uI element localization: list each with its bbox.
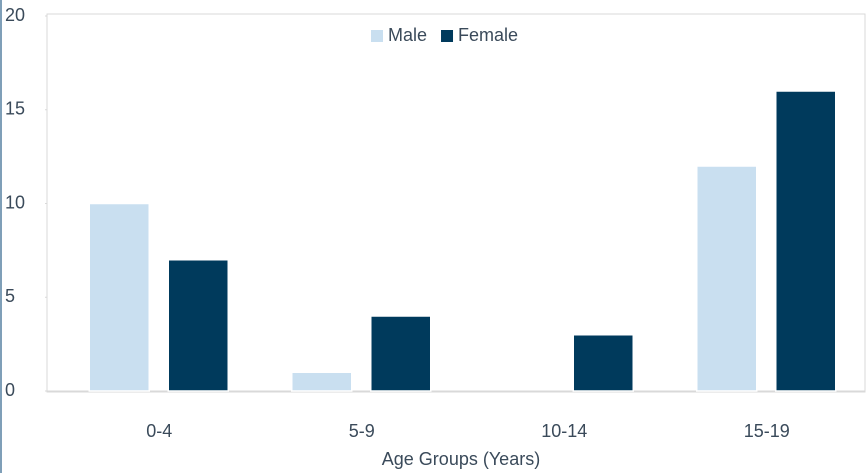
bar <box>775 90 837 392</box>
y-tick-label: 0 <box>5 380 15 400</box>
bar <box>370 315 432 392</box>
x-tick-label: 15-19 <box>744 421 790 441</box>
y-tick-label: 10 <box>5 192 25 212</box>
bar <box>167 259 229 392</box>
x-tick-label: 10-14 <box>541 421 587 441</box>
legend-swatch <box>371 30 383 42</box>
x-axis-title: Age Groups (Years) <box>382 449 540 469</box>
x-tick-label: 5-9 <box>349 421 375 441</box>
y-tick-label: 15 <box>5 99 25 119</box>
bar <box>696 165 758 392</box>
bar <box>88 202 150 392</box>
legend-label: Male <box>388 25 427 45</box>
y-tick-label: 20 <box>5 5 25 25</box>
legend-label: Female <box>458 25 518 45</box>
x-tick-label: 0-4 <box>146 421 172 441</box>
bar <box>291 371 353 392</box>
left-border <box>0 0 2 473</box>
legend-swatch <box>441 30 454 42</box>
y-tick-label: 5 <box>5 286 15 306</box>
bar <box>572 334 634 392</box>
